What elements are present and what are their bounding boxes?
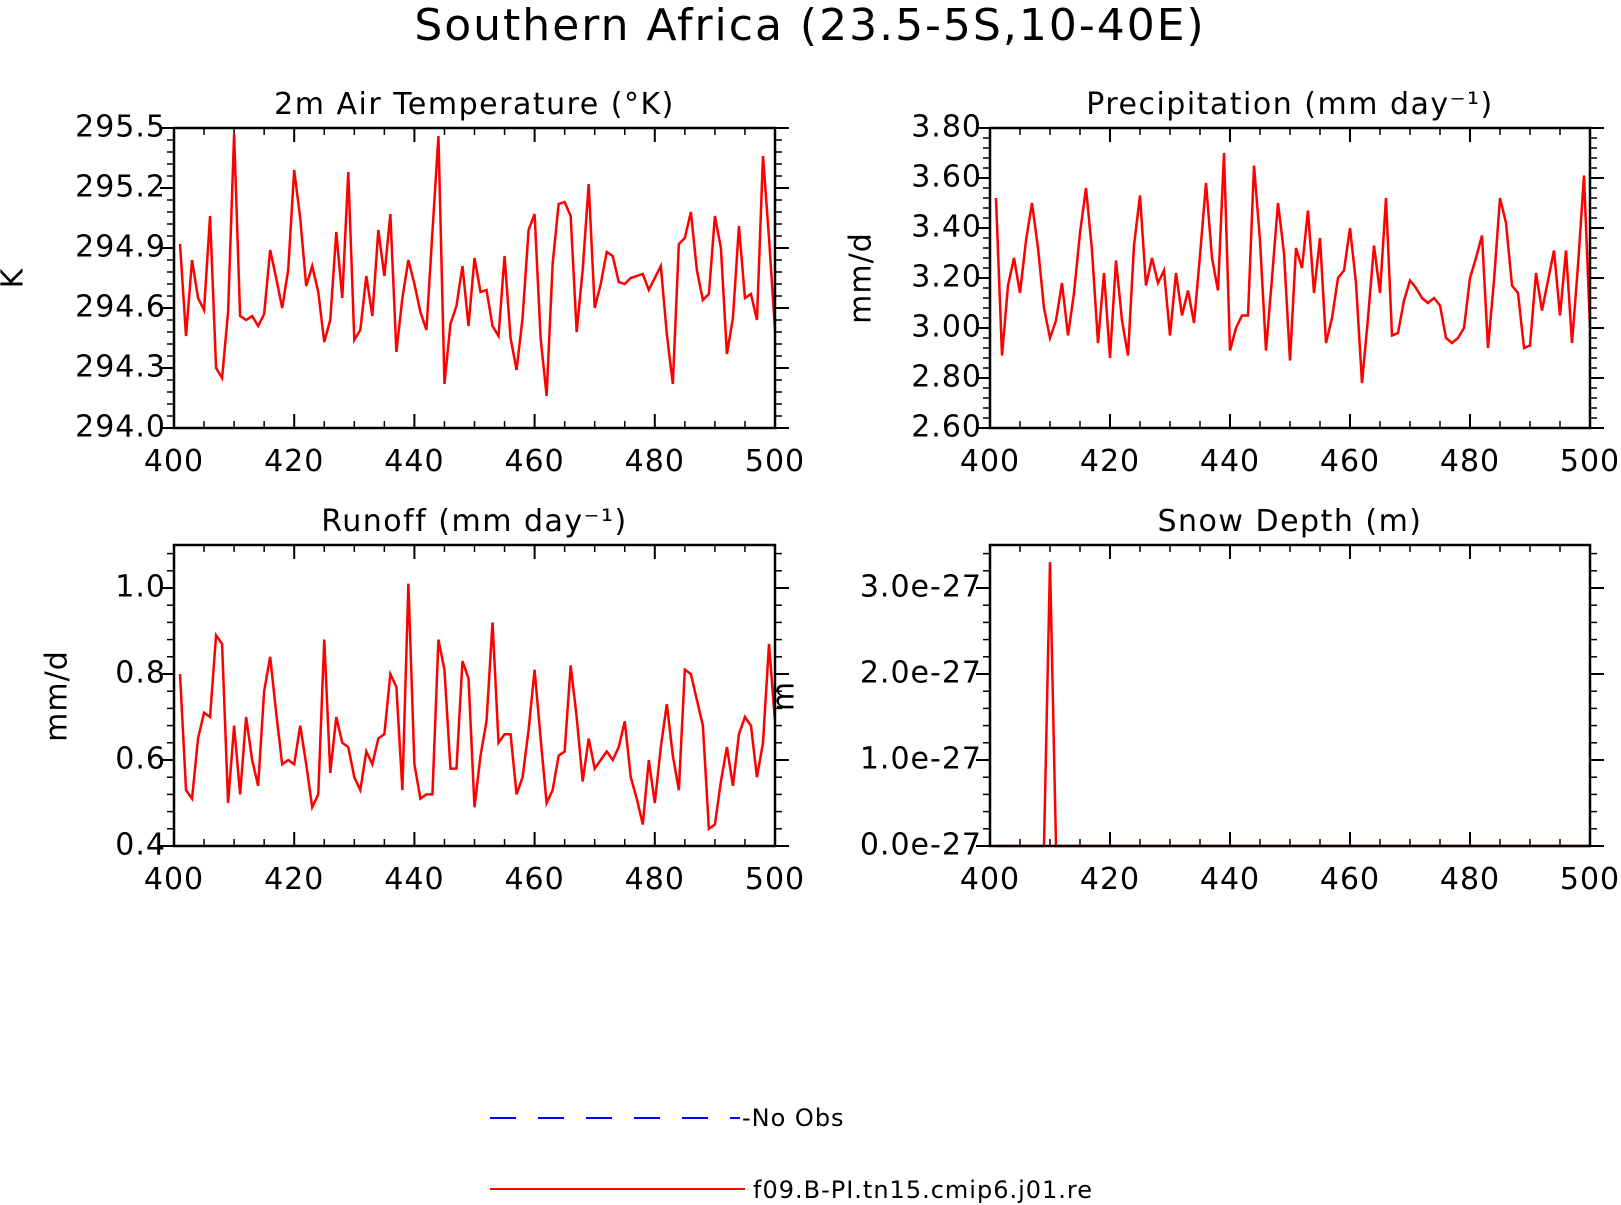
snow-depth-plot-frame xyxy=(988,543,1592,848)
figure-title: Southern Africa (23.5-5S,10-40E) xyxy=(414,0,1205,51)
precipitation-y-tick-label: 2.60 xyxy=(911,410,982,445)
panel-air-temperature: 2m Air Temperature (°K) K 400 420 440 460 480 5… xyxy=(0,87,805,479)
snow-depth-y-tick-label: 3.0e-27 xyxy=(860,570,982,605)
air-temperature-x-tick-label: 480 xyxy=(625,444,685,479)
snow-depth-y-tick-label: 0.0e-27 xyxy=(860,828,982,863)
snow-depth-x-tick-label: 480 xyxy=(1440,862,1500,897)
precipitation-series-line xyxy=(994,152,1592,384)
air-temperature-title: 2m Air Temperature (°K) xyxy=(274,87,675,122)
runoff-x-tick-label: 420 xyxy=(264,862,324,897)
legend: -No Obs f09.B-PI.tn15.cmip6.j01.re xyxy=(490,1104,1093,1204)
precipitation-x-tick-label: 480 xyxy=(1440,444,1500,479)
air-temperature-y-axis-label: K xyxy=(0,267,31,288)
legend-label-model: f09.B-PI.tn15.cmip6.j01.re xyxy=(753,1176,1093,1204)
air-temperature-x-tick-label: 460 xyxy=(504,444,564,479)
precipitation-y-tick-label: 2.80 xyxy=(911,360,982,395)
runoff-y-tick-label: 1.0 xyxy=(115,570,166,605)
air-temperature-y-tick-label: 294.6 xyxy=(75,290,166,325)
precipitation-x-tick-label: 400 xyxy=(960,444,1020,479)
air-temperature-x-tick-label: 440 xyxy=(384,444,444,479)
precipitation-y-tick-label: 3.00 xyxy=(911,310,982,345)
legend-label-no-obs: -No Obs xyxy=(742,1104,845,1132)
panel-runoff: Runoff (mm day⁻¹) mm/d 400 420 440 460 480 500 0… xyxy=(40,504,805,897)
precipitation-y-tick-label: 3.80 xyxy=(911,110,982,145)
air-temperature-x-tick-label: 400 xyxy=(144,444,204,479)
snow-depth-title: Snow Depth (m) xyxy=(1157,504,1422,539)
runoff-y-axis-label: mm/d xyxy=(40,650,75,742)
runoff-x-tick-label: 480 xyxy=(625,862,685,897)
panel-precipitation: Precipitation (mm day⁻¹) mm/d 400 420 440 460… xyxy=(844,87,1620,479)
air-temperature-x-tick-label: 420 xyxy=(264,444,324,479)
precipitation-x-tick-label: 440 xyxy=(1200,444,1260,479)
precipitation-y-tick-label: 3.40 xyxy=(911,210,982,245)
precipitation-x-tick-label: 500 xyxy=(1560,444,1620,479)
runoff-x-tick-label: 500 xyxy=(745,862,805,897)
runoff-plot-frame xyxy=(172,543,777,848)
runoff-x-tick-label: 460 xyxy=(504,862,564,897)
runoff-y-tick-label: 0.8 xyxy=(115,656,166,691)
runoff-x-tick-label: 440 xyxy=(384,862,444,897)
precipitation-title: Precipitation (mm day⁻¹) xyxy=(1086,87,1493,122)
snow-depth-y-axis-label: m xyxy=(767,681,802,711)
precipitation-y-tick-label: 3.60 xyxy=(911,160,982,195)
snow-depth-y-tick-label: 2.0e-27 xyxy=(860,656,982,691)
precipitation-plot-frame xyxy=(988,126,1592,430)
air-temperature-y-tick-label: 294.9 xyxy=(75,230,166,265)
air-temperature-plot-frame xyxy=(172,126,777,430)
runoff-y-tick-label: 0.4 xyxy=(115,828,166,863)
snow-depth-y-tick-label: 1.0e-27 xyxy=(860,742,982,777)
air-temperature-x-tick-label: 500 xyxy=(745,444,805,479)
snow-depth-x-tick-label: 400 xyxy=(960,862,1020,897)
air-temperature-y-tick-label: 295.5 xyxy=(75,110,166,145)
air-temperature-y-tick-label: 295.2 xyxy=(75,170,166,205)
panel-snow-depth: Snow Depth (m) m 400 420 440 460 480 500 0.0e-27… xyxy=(767,504,1620,897)
snow-depth-x-tick-label: 440 xyxy=(1200,862,1260,897)
air-temperature-y-tick-label: 294.3 xyxy=(75,350,166,385)
runoff-series-line xyxy=(178,583,777,832)
runoff-y-tick-label: 0.6 xyxy=(115,742,166,777)
snow-depth-series-line xyxy=(996,562,1590,848)
precipitation-y-tick-label: 3.20 xyxy=(911,260,982,295)
precipitation-y-axis-label: mm/d xyxy=(844,232,879,324)
precipitation-x-tick-label: 420 xyxy=(1080,444,1140,479)
runoff-title: Runoff (mm day⁻¹) xyxy=(321,504,627,539)
snow-depth-x-tick-label: 420 xyxy=(1080,862,1140,897)
snow-depth-x-tick-label: 500 xyxy=(1560,862,1620,897)
air-temperature-y-tick-label: 294.0 xyxy=(75,410,166,445)
air-temperature-series-line xyxy=(178,133,777,397)
snow-depth-x-tick-label: 460 xyxy=(1320,862,1380,897)
runoff-x-tick-label: 400 xyxy=(144,862,204,897)
precipitation-x-tick-label: 460 xyxy=(1320,444,1380,479)
